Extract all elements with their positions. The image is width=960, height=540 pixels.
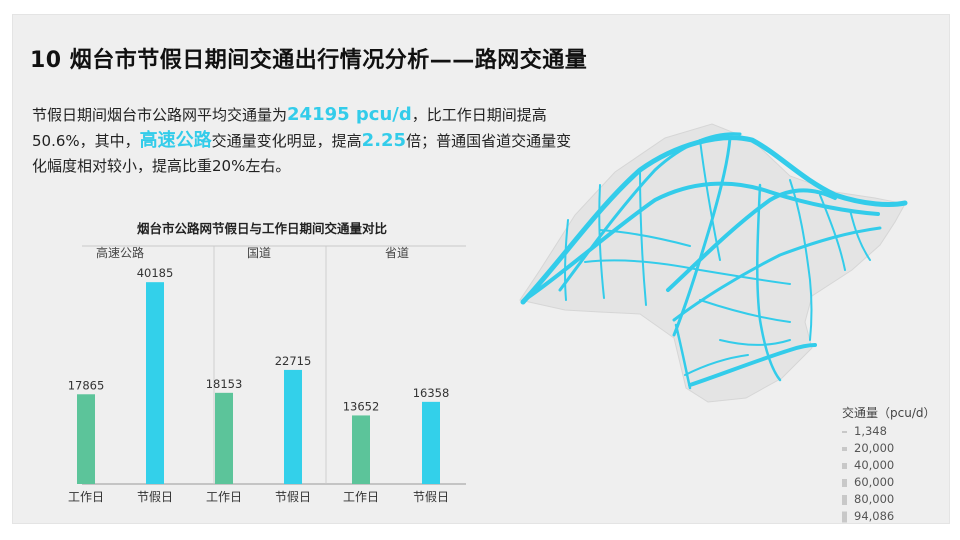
legend-swatch: [842, 462, 847, 469]
bar-value-label: 16358: [413, 386, 450, 400]
summary-text: 节假日期间烟台市公路网平均交通量为24195 pcu/d，比工作日期间提高50.…: [32, 102, 572, 179]
bar-value-label: 40185: [137, 266, 174, 280]
legend-item: 80,000: [842, 491, 942, 508]
road-segment: [674, 323, 692, 390]
legend-item: 60,000: [842, 474, 942, 491]
bar-holiday: [422, 401, 440, 484]
road-segment: [756, 183, 782, 382]
road-segment: [520, 135, 908, 305]
legend-label: 94,086: [854, 509, 895, 523]
legend-swatch: [842, 430, 847, 433]
legend-item: 20,000: [842, 440, 942, 457]
legend-swatch: [842, 446, 847, 451]
legend-title: 交通量（pcu/d）: [842, 406, 936, 420]
summary-part-3: 交通量变化明显，提高: [211, 132, 362, 150]
bar-workday: [77, 394, 95, 484]
category-label: 节假日: [137, 490, 173, 504]
road-segment: [684, 354, 749, 376]
road-segment: [699, 139, 721, 261]
road-segment: [719, 339, 791, 346]
bar-value-label: 13652: [343, 399, 380, 413]
category-label: 工作日: [68, 490, 104, 504]
road-segment: [598, 184, 605, 299]
bar-workday: [215, 392, 233, 484]
road-segment: [599, 229, 691, 247]
bar-holiday: [146, 282, 164, 484]
legend-label: 1,348: [854, 424, 887, 438]
legend-item: 40,000: [842, 457, 942, 474]
category-label: 节假日: [413, 490, 449, 504]
bar-value-label: 17865: [68, 378, 105, 392]
road-segment: [849, 209, 871, 261]
road-segment: [639, 169, 647, 306]
road-segment: [699, 299, 791, 323]
group-label: 国道: [247, 246, 271, 260]
road-segment: [584, 259, 791, 285]
legend-item: 1,348: [842, 423, 942, 440]
chart-title: 烟台市公路网节假日与工作日期间交通量对比: [137, 221, 388, 236]
road-segment: [819, 194, 846, 271]
road-segment: [672, 226, 882, 322]
bar-holiday: [284, 369, 302, 484]
legend-swatch: [842, 511, 847, 522]
summary-part-2: ，比工作日期间提高50.6%，其中，: [32, 106, 547, 150]
group-label: 高速公路: [96, 245, 144, 260]
summary-part-1: 节假日期间烟台市公路网平均交通量为: [32, 106, 288, 124]
page-title: 10 烟台市节假日期间交通出行情况分析——路网交通量: [30, 48, 588, 73]
road-segment: [666, 188, 837, 292]
road-segment: [688, 343, 817, 387]
category-label: 工作日: [206, 490, 242, 504]
road-segment: [558, 132, 742, 292]
road-segment: [789, 179, 813, 341]
legend-swatch: [842, 494, 847, 505]
map-legend: 交通量（pcu/d） 1,348 20,000 40,000 60,000 80,000…: [842, 404, 942, 525]
legend-label: 40,000: [854, 458, 895, 472]
road-segment: [563, 219, 569, 301]
legend-swatch: [842, 478, 847, 487]
bar-workday: [352, 415, 370, 484]
legend-label: 60,000: [854, 475, 895, 489]
highlight-average-volume: 24195 pcu/d: [287, 104, 412, 125]
legend-label: 80,000: [854, 492, 895, 506]
highlight-expressway: 高速公路: [139, 130, 212, 151]
bar-value-label: 18153: [206, 377, 243, 391]
bar-value-label: 22715: [275, 354, 312, 368]
category-label: 节假日: [275, 490, 311, 504]
legend-label: 20,000: [854, 441, 895, 455]
group-label: 省道: [385, 246, 409, 260]
summary-part-4: 倍；普通国省道交通量变化幅度相对较小，提高比重20%左右。: [32, 132, 572, 175]
legend-item: 94,086: [842, 508, 942, 525]
highlight-multiplier: 2.25: [361, 130, 407, 151]
category-label: 工作日: [343, 490, 379, 504]
